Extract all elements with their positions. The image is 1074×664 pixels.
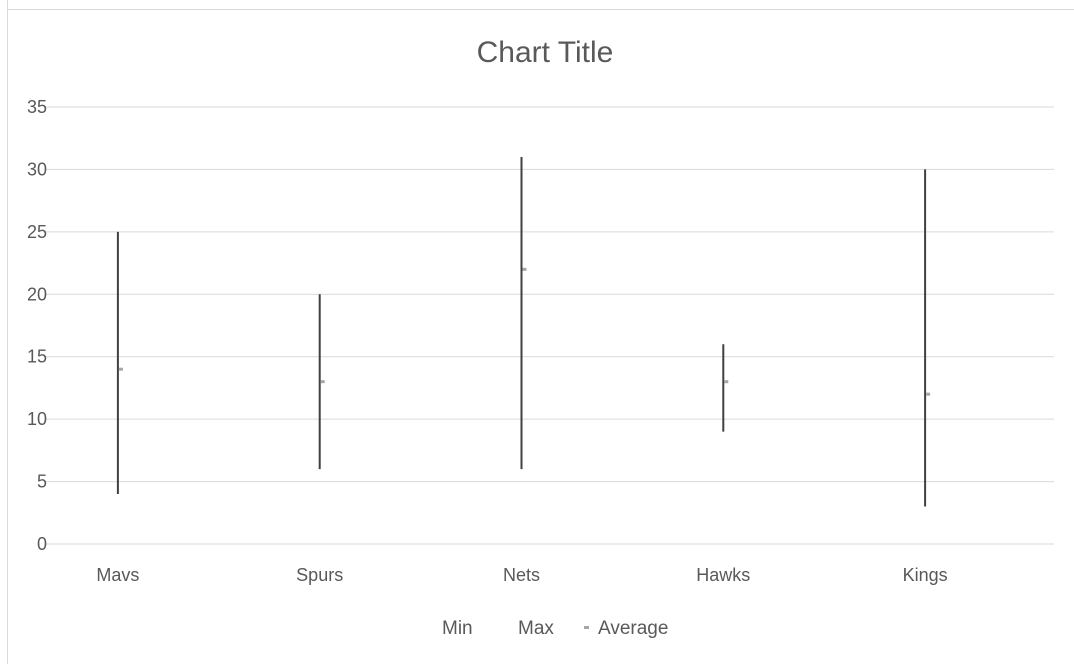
gridlines — [45, 106, 1054, 545]
x-tick-label: Spurs — [296, 565, 343, 585]
average-marker-spurs[interactable] — [320, 380, 325, 384]
legend[interactable]: Min Max Average — [442, 618, 668, 639]
plot-marks — [116, 156, 931, 507]
average-marker-kings[interactable] — [926, 392, 931, 396]
y-tick-label: 10 — [27, 409, 47, 429]
y-tick-label: 0 — [37, 534, 47, 554]
y-tick-label: 5 — [37, 472, 47, 492]
y-axis-tick-labels: 0 5 10 15 20 25 30 35 — [27, 97, 47, 554]
legend-label-min: Min — [442, 618, 473, 639]
average-marker-nets[interactable] — [522, 267, 527, 271]
legend-label-max: Max — [518, 618, 554, 639]
y-tick-label: 25 — [27, 222, 47, 242]
y-tick-label: 35 — [27, 97, 47, 117]
chart-title[interactable]: Chart Title — [477, 36, 614, 69]
average-marker-hawks[interactable] — [724, 380, 729, 384]
x-tick-label: Kings — [903, 565, 948, 585]
x-axis-tick-labels: Mavs Spurs Nets Hawks Kings — [96, 565, 947, 585]
y-tick-label: 20 — [27, 284, 47, 304]
y-tick-label: 15 — [27, 347, 47, 367]
average-marker-mavs[interactable] — [118, 367, 123, 371]
legend-average-marker — [584, 626, 589, 629]
sheet-row-header-edge — [0, 0, 8, 664]
x-tick-label: Nets — [503, 565, 540, 585]
y-tick-label: 30 — [27, 159, 47, 179]
legend-label-average: Average — [598, 618, 668, 639]
x-tick-label: Hawks — [696, 565, 750, 585]
x-tick-label: Mavs — [96, 565, 139, 585]
sheet-gridline-top — [8, 9, 1074, 10]
